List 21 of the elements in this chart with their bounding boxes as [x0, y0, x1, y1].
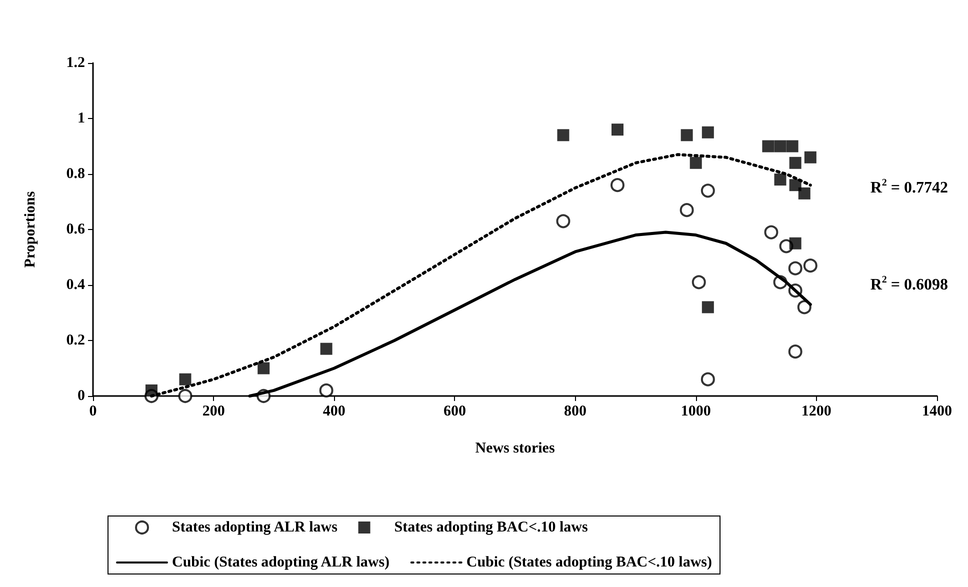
y-tick-label: 0.6: [66, 222, 86, 238]
y-tick-label: 1.2: [66, 55, 85, 71]
y-tick-label: 1: [78, 110, 85, 126]
y-tick-label: 0.8: [66, 166, 85, 182]
y-tick-label: 0.4: [66, 277, 86, 293]
x-tick-label: 1400: [922, 404, 952, 420]
legend-label: Cubic (States adopting ALR laws): [172, 554, 390, 570]
y-tick-label: 0.2: [66, 332, 85, 348]
y-tick-label: 0: [78, 388, 85, 404]
x-tick-label: 1200: [801, 404, 832, 420]
x-tick-label: 200: [202, 404, 225, 420]
x-tick-label: 1000: [680, 404, 711, 420]
x-axis-title: News stories: [475, 440, 555, 456]
x-tick-label: 800: [564, 404, 587, 420]
y-axis-title: Proportions: [22, 191, 38, 268]
x-tick-label: 400: [322, 404, 346, 420]
x-tick-label: 0: [89, 404, 97, 420]
legend-label: States adopting BAC<.10 laws: [394, 520, 588, 536]
legend-label: Cubic (States adopting BAC<.10 laws): [466, 554, 712, 570]
x-tick-label: 600: [443, 404, 466, 420]
legend-label: States adopting ALR laws: [172, 520, 338, 536]
